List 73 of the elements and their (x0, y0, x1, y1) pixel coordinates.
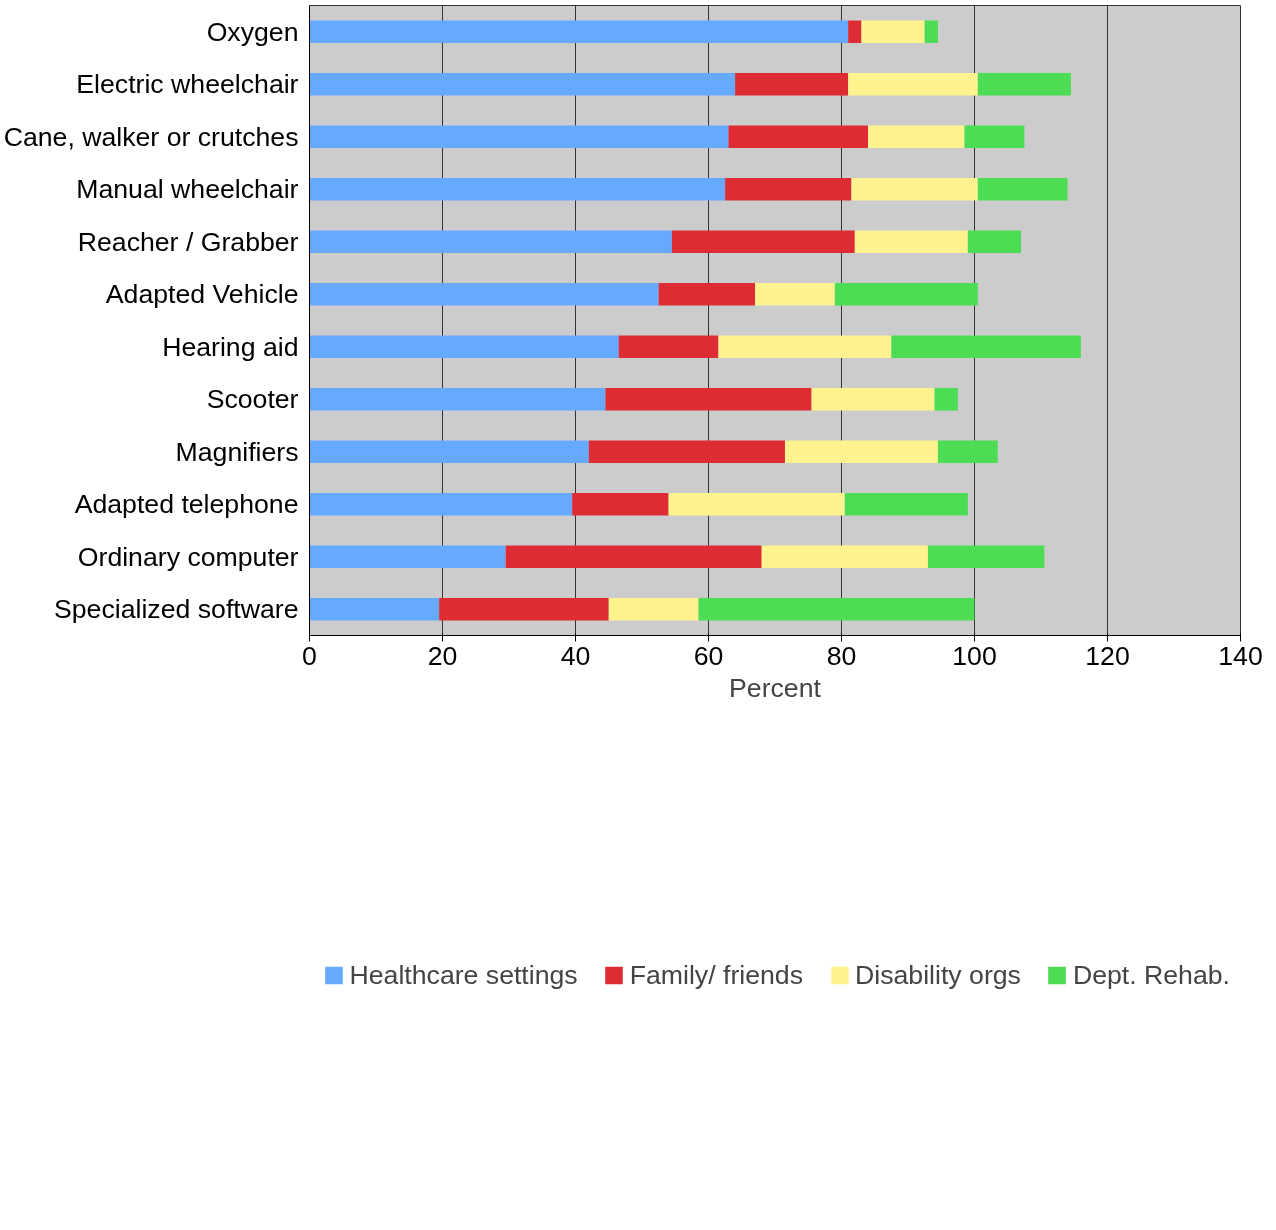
bar (848, 20, 862, 44)
x-tick-label: 60 (693, 640, 724, 671)
bar (668, 492, 845, 516)
y-tick-label: Adapted telephone (74, 489, 299, 520)
bar (439, 597, 609, 621)
bar (309, 387, 606, 411)
bar (605, 387, 812, 411)
x-tick-label: 120 (1085, 640, 1130, 671)
bar (977, 72, 1071, 96)
bar (505, 545, 762, 569)
y-tick-label: Reacher / Grabber (77, 226, 299, 257)
bar (309, 125, 729, 149)
bar (868, 125, 965, 149)
bar (964, 125, 1025, 149)
y-tick-label: Adapted Vehicle (105, 279, 299, 310)
bar (924, 20, 938, 44)
bar (588, 440, 785, 464)
y-tick-label: Electric wheelchair (76, 69, 299, 100)
y-tick-label: Manual wheelchair (76, 174, 299, 205)
bar (854, 230, 968, 254)
x-tick-label: 0 (302, 640, 317, 671)
bar (927, 545, 1045, 569)
legend-label: Disability orgs (855, 959, 1021, 991)
bar (844, 492, 968, 516)
bar (811, 387, 935, 411)
bar (309, 72, 736, 96)
bar (934, 387, 958, 411)
bar (309, 335, 619, 359)
bar (755, 282, 835, 306)
bar (572, 492, 669, 516)
bar (618, 335, 719, 359)
x-axis-title: Percent (729, 672, 822, 703)
y-tick-label: Oxygen (206, 16, 299, 47)
y-tick-label: Specialized software (54, 594, 299, 625)
y-tick-label: Hearing aid (162, 331, 299, 362)
legend-label: Dept. Rehab. (1072, 959, 1230, 991)
bar (851, 177, 978, 201)
bar (728, 125, 869, 149)
x-tick-label: 140 (1218, 640, 1263, 671)
bar (834, 282, 978, 306)
legend-label: Family/ friends (629, 959, 803, 991)
bar (671, 230, 855, 254)
bar (784, 440, 938, 464)
bar (967, 230, 1022, 254)
bar (761, 545, 928, 569)
y-tick-label: Cane, walker or crutches (3, 121, 299, 152)
bar (309, 597, 440, 621)
x-tick-label: 100 (952, 640, 997, 671)
bar (309, 177, 726, 201)
bar (977, 177, 1068, 201)
bar (718, 335, 892, 359)
bar (937, 440, 998, 464)
legend-label: Healthcare settings (349, 959, 578, 991)
bar (309, 230, 672, 254)
bar (861, 20, 925, 44)
bar (309, 492, 573, 516)
bar (309, 282, 659, 306)
x-tick-label: 40 (560, 640, 591, 671)
bar (735, 72, 849, 96)
bar (725, 177, 852, 201)
y-tick-label: Ordinary computer (77, 541, 299, 572)
bar (309, 545, 506, 569)
x-tick-label: 20 (427, 640, 458, 671)
bar (698, 597, 975, 621)
bar (608, 597, 699, 621)
bar (658, 282, 756, 306)
bar (309, 440, 589, 464)
y-tick-label: Magnifiers (175, 436, 299, 467)
bar (848, 72, 978, 96)
y-tick-label: Scooter (206, 384, 299, 415)
bar (891, 335, 1081, 359)
bar (309, 20, 849, 44)
x-tick-label: 80 (826, 640, 857, 671)
